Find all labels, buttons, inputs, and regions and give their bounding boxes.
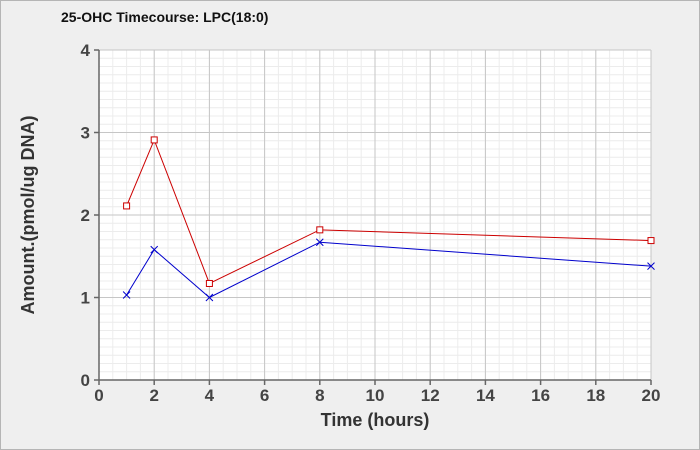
x-tick-label: 8 (315, 386, 324, 405)
x-tick-label: 4 (205, 386, 215, 405)
x-marker-stroke (205, 293, 214, 302)
x-tick-label: 16 (531, 386, 550, 405)
series-2-point (122, 291, 131, 299)
x-marker-stroke (150, 245, 159, 254)
x-marker-stroke (647, 262, 655, 271)
y-tick-label: 1 (81, 289, 90, 308)
y-tick-label: 3 (81, 124, 90, 143)
chart-title: 25-OHC Timecourse: LPC(18:0) (61, 9, 269, 25)
axes (94, 49, 652, 385)
series-2-point (205, 293, 214, 302)
series-1-point (205, 279, 213, 287)
y-tick-label: 4 (81, 41, 91, 60)
x-tick-label: 0 (94, 386, 103, 405)
series-2-point (315, 238, 324, 247)
x-marker-stroke (122, 291, 131, 299)
series-layer (122, 136, 655, 302)
x-tick-label: 18 (586, 386, 605, 405)
series-2-point (647, 262, 655, 271)
y-tick-label: 0 (81, 371, 90, 390)
y-axis-title: Amount.(pmol/ug DNA) (18, 116, 38, 315)
x-tick-label: 10 (366, 386, 385, 405)
x-axis-title: Time (hours) (321, 410, 430, 430)
x-tick-label: 12 (421, 386, 440, 405)
series-1-point (123, 202, 131, 210)
x-marker-stroke (315, 238, 324, 247)
x-tick-label: 20 (642, 386, 661, 405)
y-tick-label: 2 (81, 206, 90, 225)
x-tick-label: 6 (260, 386, 269, 405)
series-1-point (150, 136, 158, 144)
x-tick-label: 14 (476, 386, 495, 405)
series-1-point (647, 237, 655, 245)
series-1-point (316, 226, 324, 234)
series-2-point (150, 245, 159, 254)
x-tick-label: 2 (149, 386, 158, 405)
